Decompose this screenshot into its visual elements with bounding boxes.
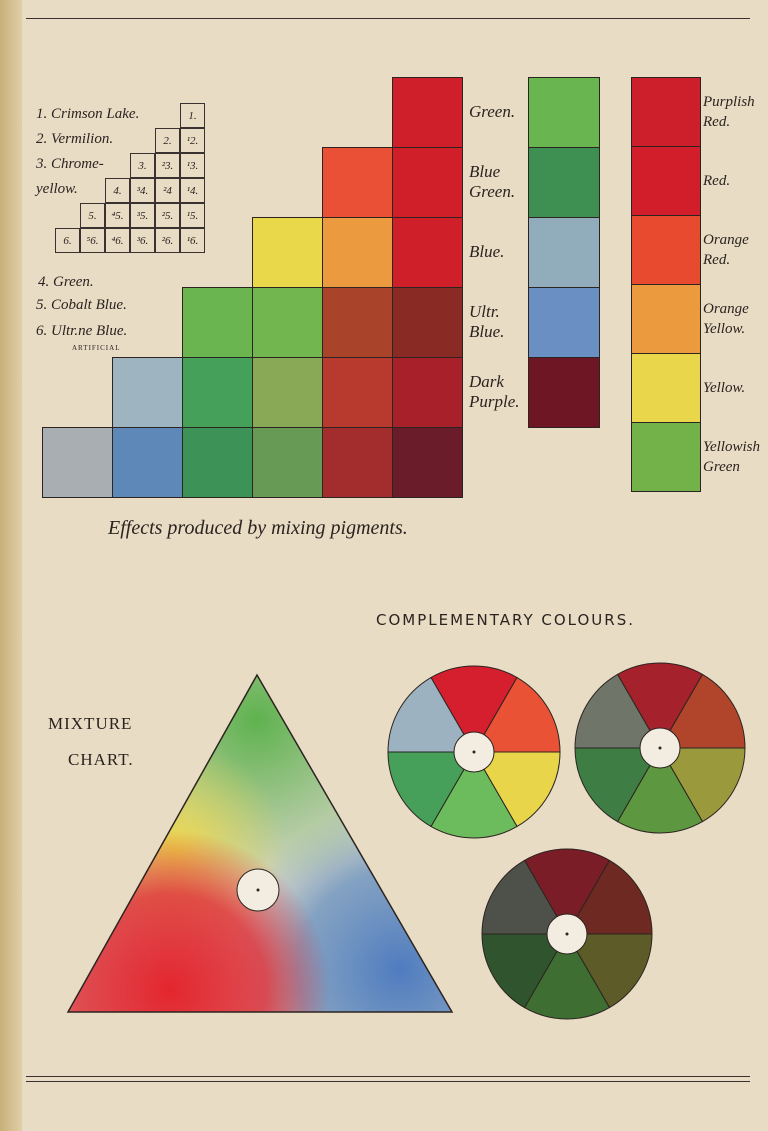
wheel-segment xyxy=(523,848,611,935)
swatch-label: Orange xyxy=(703,301,749,317)
wheel-segment xyxy=(430,751,518,839)
wheel-center-dot xyxy=(658,746,662,750)
mixing-swatch xyxy=(392,427,463,498)
key-cell: 1. xyxy=(180,103,205,128)
swatch-label: Blue. xyxy=(469,242,505,261)
bottom-rule-2 xyxy=(26,1081,750,1082)
wheel-segment xyxy=(566,933,653,1009)
page-edge xyxy=(0,0,22,1131)
pigment-label: 4. Green. xyxy=(38,274,94,290)
key-cell: ²3. xyxy=(155,153,180,178)
mixture-title-2: CHART. xyxy=(68,750,134,769)
complementary-title: COMPLEMENTARY COLOURS. xyxy=(376,611,635,629)
wheel-segment xyxy=(481,933,568,1009)
mixing-swatch xyxy=(182,427,253,498)
swatch-label: Ultr. xyxy=(469,302,500,321)
key-cell: ²4 xyxy=(155,178,180,203)
swatch-label: Yellow. xyxy=(703,321,746,337)
mixing-swatch xyxy=(182,357,253,428)
pigment-label: 3. Chrome- xyxy=(36,156,104,172)
swatch-label: Purple. xyxy=(469,392,520,411)
swatch-label: Blue xyxy=(469,162,501,181)
wheel-segment xyxy=(430,665,518,753)
wheel-segment xyxy=(473,676,561,753)
swatch-label: Green xyxy=(703,459,740,475)
pigment-label: 5. Cobalt Blue. xyxy=(36,297,127,313)
key-cell: ³6. xyxy=(130,228,155,253)
artificial-note: ARTIFICIAL xyxy=(72,344,121,352)
mixing-swatch xyxy=(392,147,463,218)
key-cell: ³5. xyxy=(130,203,155,228)
mixing-swatch xyxy=(322,427,393,498)
wheel-segment xyxy=(387,676,475,753)
swatch-label: Purplish xyxy=(703,94,755,110)
key-cell: ¹4. xyxy=(180,178,205,203)
key-cell: ²6. xyxy=(155,228,180,253)
swatch xyxy=(631,146,701,216)
key-cell: 5. xyxy=(80,203,105,228)
swatch-label: Blue. xyxy=(469,322,505,341)
wheel-segment xyxy=(387,751,475,828)
swatch xyxy=(631,353,701,423)
wheel-segment xyxy=(659,747,746,823)
key-cell: 4. xyxy=(105,178,130,203)
swatch-label: Yellow. xyxy=(703,380,746,396)
swatch-label: Orange xyxy=(703,232,749,248)
wheel-segment xyxy=(574,673,661,749)
swatch xyxy=(631,77,701,147)
key-cell: ⁴5. xyxy=(105,203,130,228)
wheel-segment xyxy=(616,662,704,749)
swatch xyxy=(528,147,600,218)
swatch-label: Green. xyxy=(469,102,516,121)
swatch xyxy=(631,422,701,492)
mixing-swatch xyxy=(322,147,393,218)
swatch-label: Yellowish xyxy=(703,439,760,455)
wheel-segment xyxy=(659,673,746,749)
swatch xyxy=(528,357,600,428)
pigment-label: yellow. xyxy=(36,181,78,197)
swatch xyxy=(631,215,701,285)
swatch xyxy=(631,284,701,354)
key-cell: ⁵6. xyxy=(80,228,105,253)
key-cell: ¹5. xyxy=(180,203,205,228)
mixing-swatch xyxy=(392,287,463,358)
swatch-label: Red. xyxy=(703,114,731,130)
key-cell: ²5. xyxy=(155,203,180,228)
wheel-center-dot xyxy=(565,932,569,936)
pigment-label: 2. Vermilion. xyxy=(36,131,114,147)
wheel-segment xyxy=(481,859,568,935)
pigment-label: 6. Ultr.ne Blue. xyxy=(36,323,128,339)
bottom-rule xyxy=(26,1076,750,1077)
swatch-label: Dark xyxy=(469,372,504,391)
key-cell: ¹3. xyxy=(180,153,205,178)
top-rule xyxy=(26,18,750,19)
mixing-swatch xyxy=(42,427,113,498)
swatch xyxy=(528,217,600,288)
key-cell: ¹6. xyxy=(180,228,205,253)
wheel-segment xyxy=(473,751,561,828)
key-cell: ⁴6. xyxy=(105,228,130,253)
key-cell: 6. xyxy=(55,228,80,253)
swatch-label: Green. xyxy=(469,182,516,201)
key-cell: ¹2. xyxy=(180,128,205,153)
wheel-center-dot xyxy=(472,750,476,754)
mixing-swatch xyxy=(112,427,183,498)
mixture-title-1: MIXTURE xyxy=(48,714,133,733)
swatch-label: Red. xyxy=(703,173,731,189)
key-cell: 3. xyxy=(130,153,155,178)
caption: Effects produced by mixing pigments. xyxy=(108,517,408,539)
wheel-segment xyxy=(523,933,611,1020)
wheel-segment xyxy=(574,747,661,823)
wheel-segment xyxy=(616,747,704,834)
key-cell: ³4. xyxy=(130,178,155,203)
mixing-swatch xyxy=(252,427,323,498)
pigment-label: 1. Crimson Lake. xyxy=(36,106,140,122)
mixing-swatch xyxy=(392,357,463,428)
wheel-segment xyxy=(566,859,653,935)
key-cell: 2. xyxy=(155,128,180,153)
swatch-label: Red. xyxy=(703,252,731,268)
